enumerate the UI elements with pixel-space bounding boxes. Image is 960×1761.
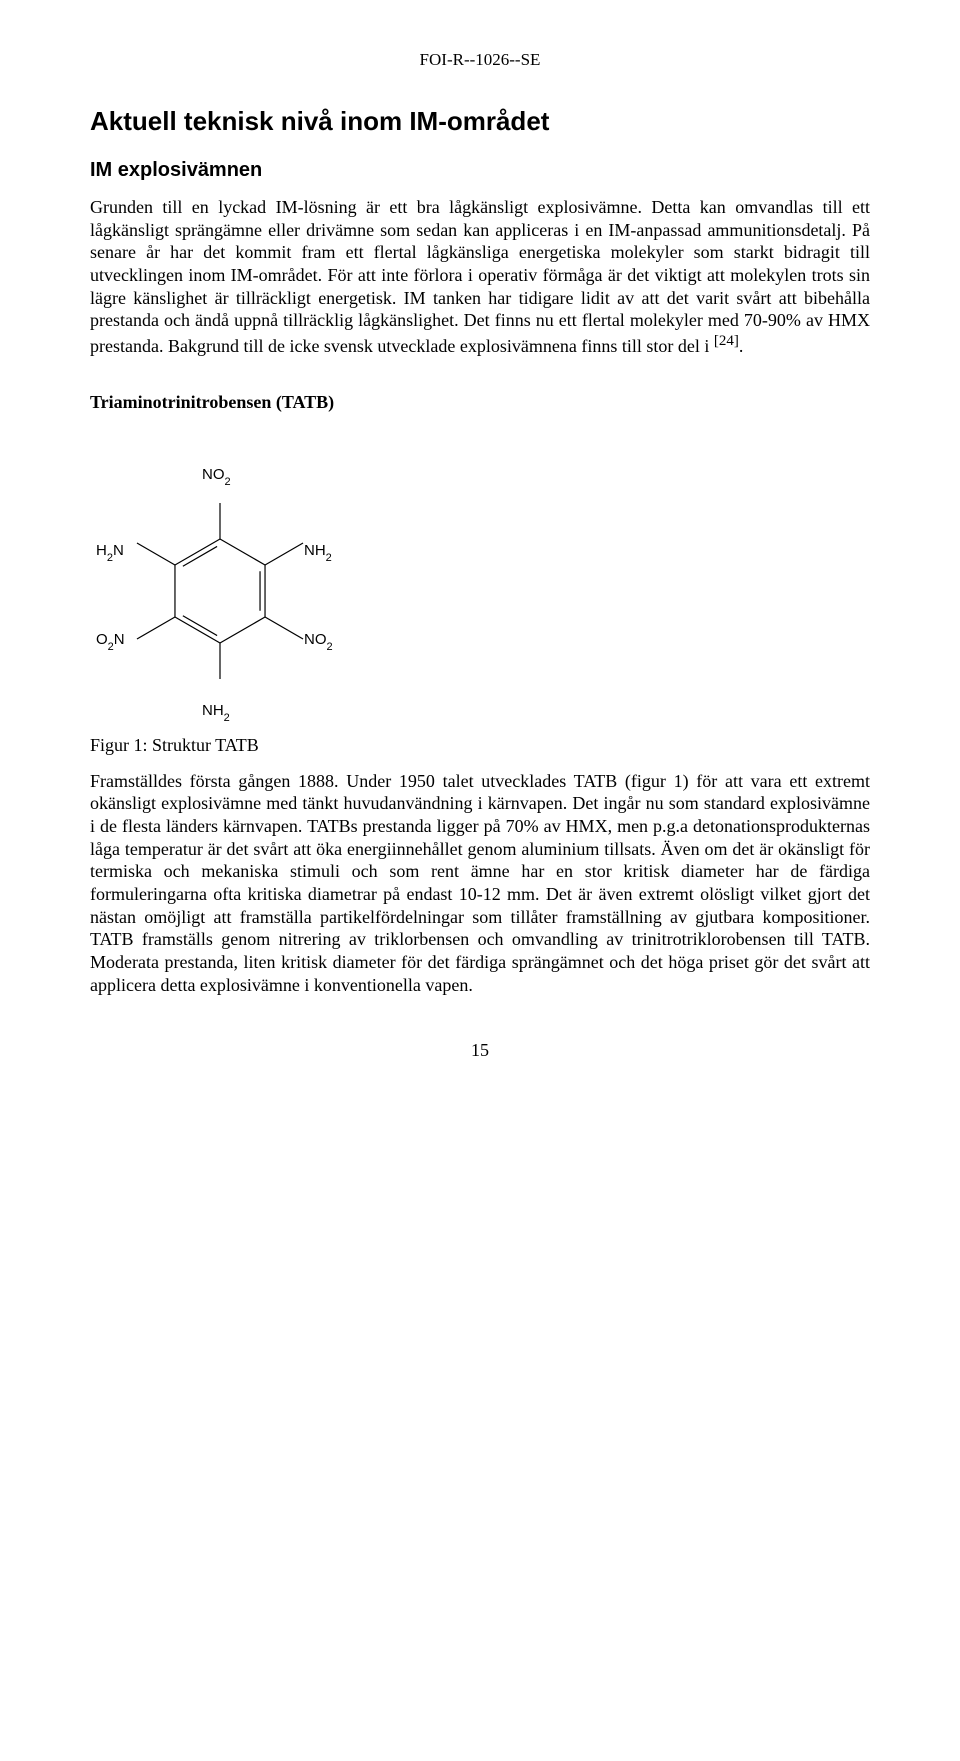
heading-1: Aktuell teknisk nivå inom IM-området xyxy=(90,106,870,137)
paragraph-1: Grunden till en lyckad IM-lösning är ett… xyxy=(90,196,870,358)
document-header: FOI-R--1026--SE xyxy=(90,50,870,70)
label-nh2-bottom: NH2 xyxy=(202,702,230,724)
label-no2-lower-right: NO2 xyxy=(304,631,333,653)
label-h2n-upper-left: H2N xyxy=(96,542,124,564)
figure-caption: Figur 1: Struktur TATB xyxy=(90,735,870,756)
citation-ref: [24] xyxy=(714,333,739,349)
label-nh2-upper-right: NH2 xyxy=(304,542,332,564)
tatb-figure: NO2 H2N NH2 O2N NO2 NH2 xyxy=(90,441,870,731)
label-o2n-lower-left: O2N xyxy=(96,631,125,653)
molecule-diagram: NO2 H2N NH2 O2N NO2 NH2 xyxy=(90,441,360,731)
page-number: 15 xyxy=(90,1040,870,1061)
heading-2: IM explosivämnen xyxy=(90,159,870,182)
heading-3: Triaminotrinitrobensen (TATB) xyxy=(90,392,870,413)
label-no2-top: NO2 xyxy=(202,466,231,488)
paragraph-2: Framställdes första gången 1888. Under 1… xyxy=(90,770,870,997)
page: FOI-R--1026--SE Aktuell teknisk nivå ino… xyxy=(0,0,960,1121)
